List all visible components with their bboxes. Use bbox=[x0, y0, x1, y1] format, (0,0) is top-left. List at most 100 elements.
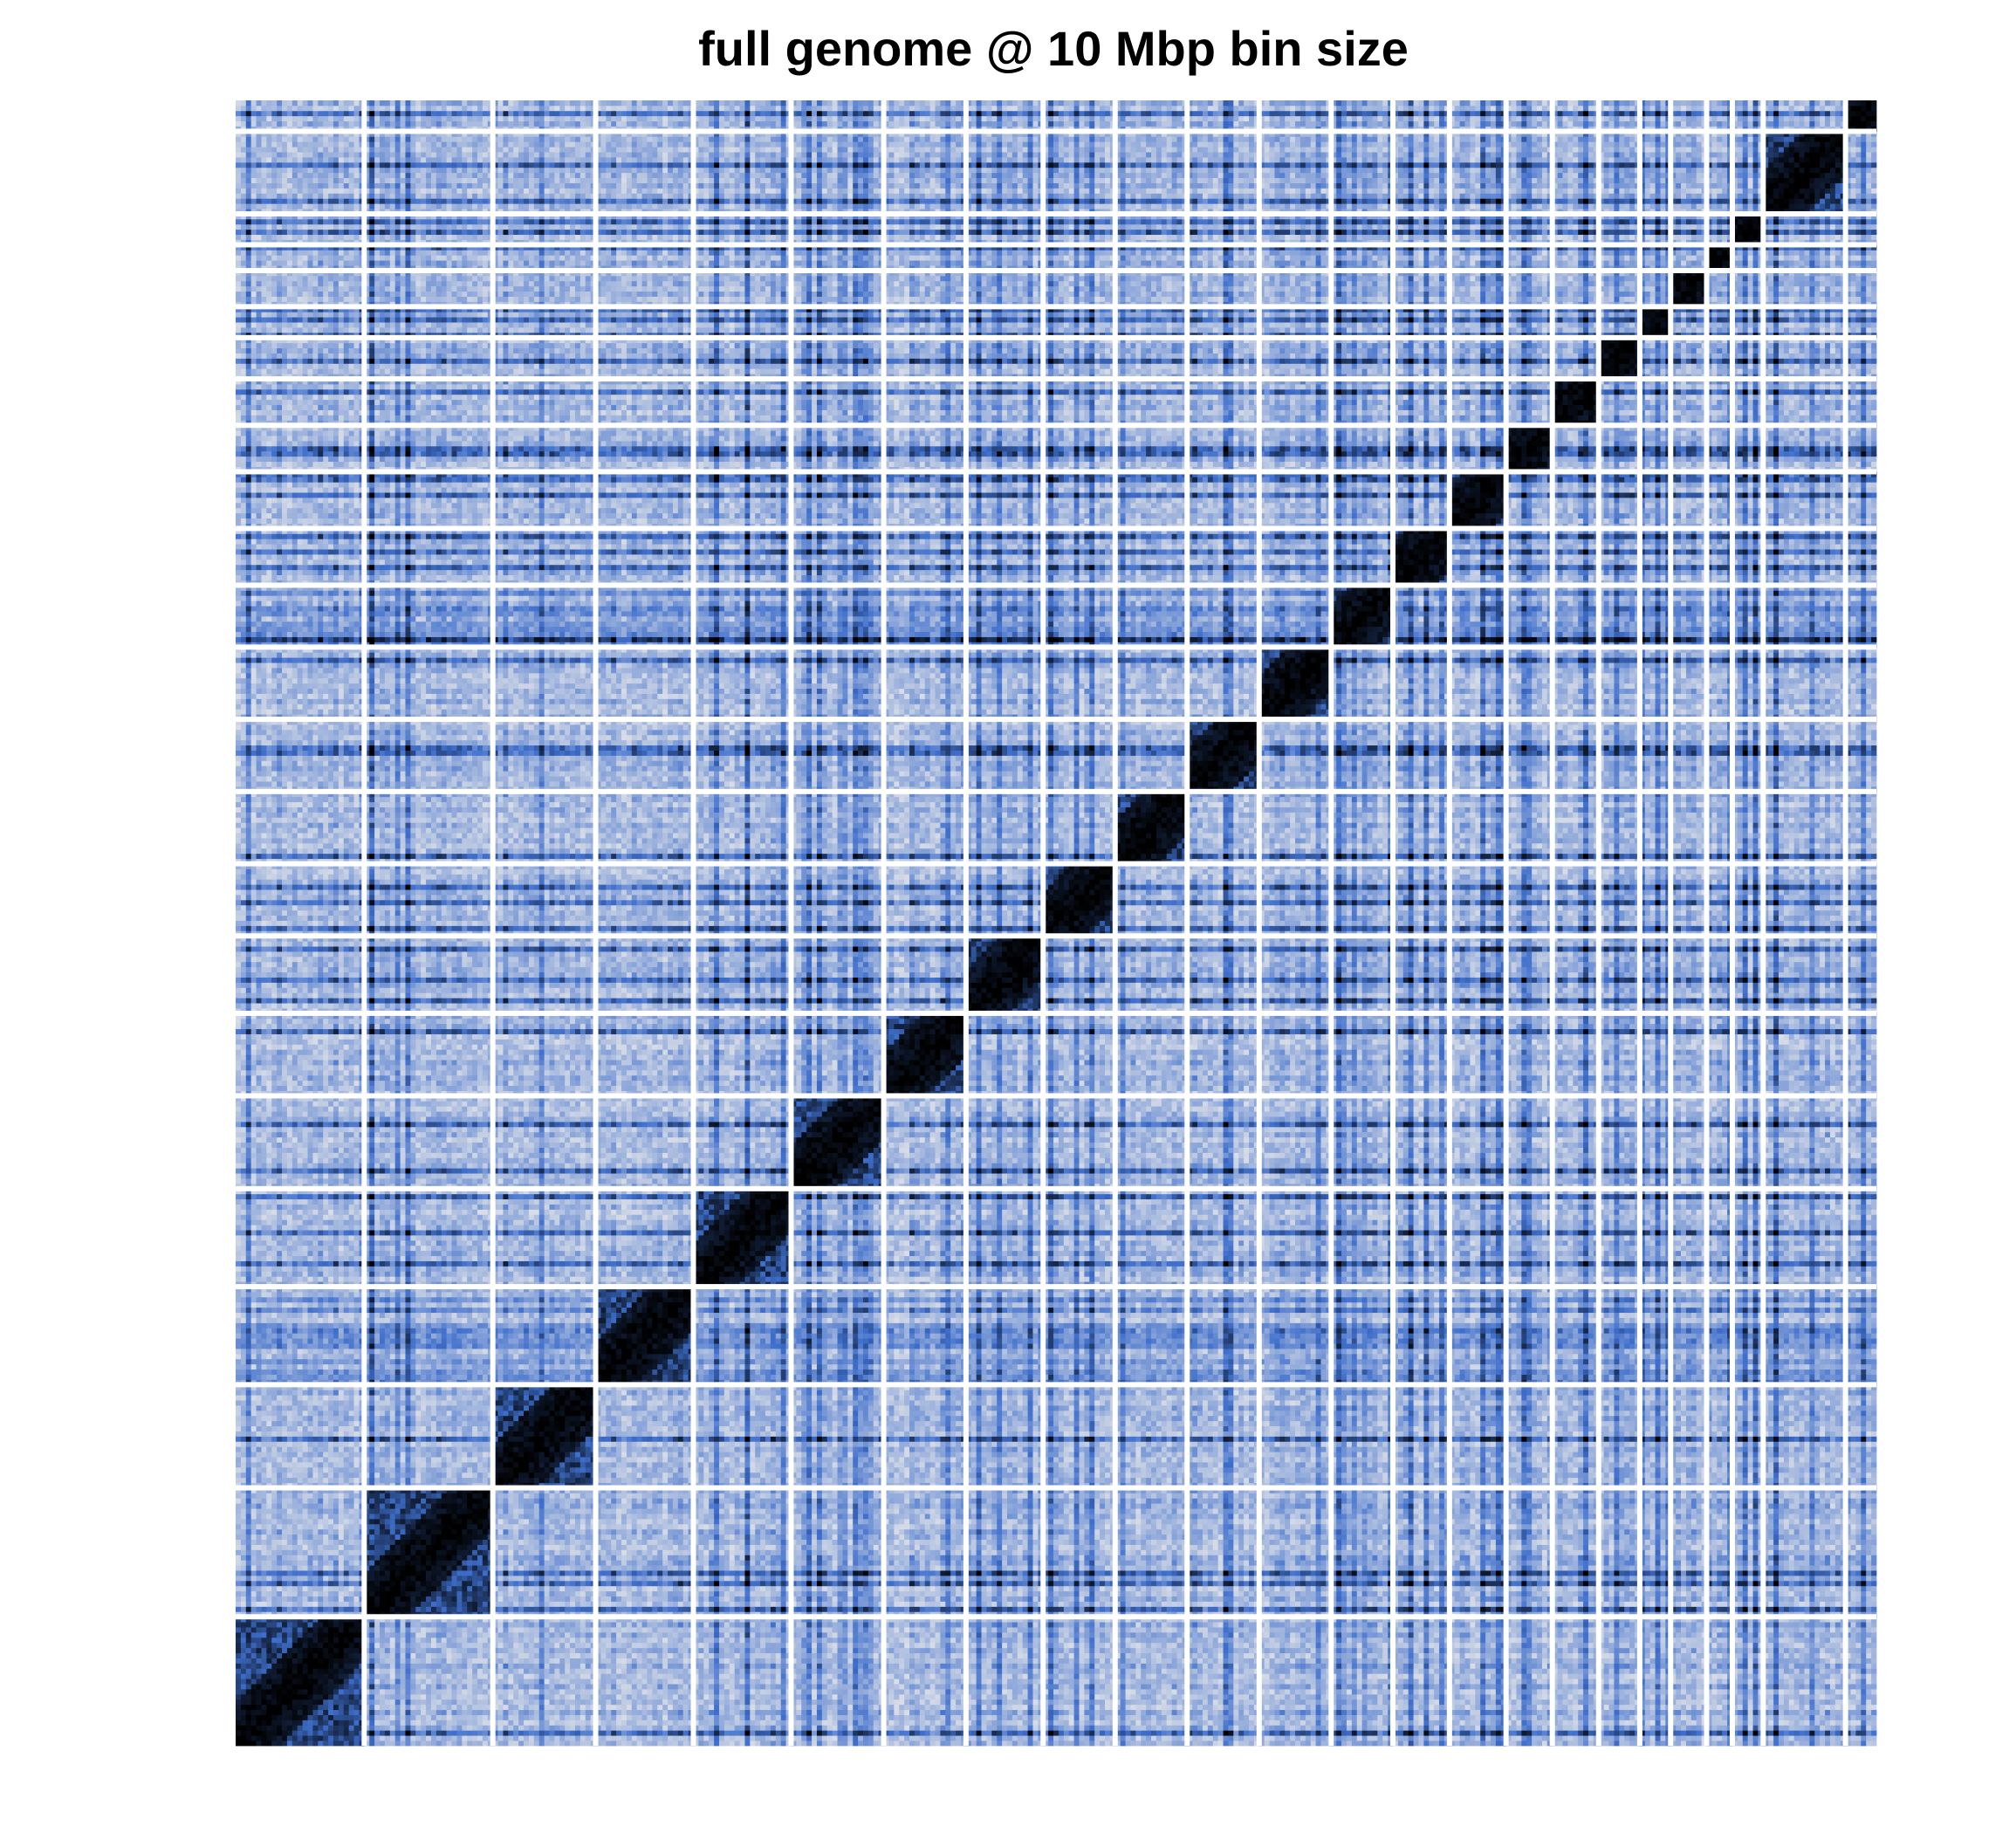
heatmap-cell bbox=[1676, 1735, 1681, 1740]
heatmap-cell bbox=[863, 1730, 868, 1735]
heatmap-cell bbox=[1660, 1730, 1665, 1735]
heatmap-cell bbox=[323, 1720, 328, 1725]
heatmap-cell bbox=[405, 1740, 410, 1746]
heatmap-cell bbox=[1660, 1720, 1665, 1725]
heatmap-cell bbox=[1470, 1735, 1475, 1740]
heatmap-cell bbox=[719, 1725, 724, 1730]
heatmap-cell bbox=[1578, 1740, 1583, 1746]
heatmap-cell bbox=[442, 1730, 447, 1735]
heatmap-cell bbox=[241, 1715, 246, 1720]
heatmap-cell bbox=[1485, 1740, 1491, 1746]
heatmap-cell bbox=[796, 1730, 801, 1735]
heatmap-cell bbox=[642, 1730, 648, 1735]
heatmap-cell bbox=[1167, 1720, 1172, 1725]
heatmap-cell bbox=[1290, 1725, 1295, 1730]
heatmap-cell bbox=[909, 1730, 915, 1735]
heatmap-cell bbox=[529, 1725, 534, 1730]
heatmap-cell bbox=[1820, 1730, 1825, 1735]
heatmap-cell bbox=[421, 1715, 426, 1720]
heatmap-cell bbox=[616, 1725, 621, 1730]
heatmap-cell bbox=[271, 1725, 277, 1730]
heatmap-cell bbox=[257, 1715, 262, 1720]
heatmap-cell bbox=[298, 1735, 303, 1740]
heatmap-cell bbox=[308, 1725, 313, 1730]
heatmap-cell bbox=[1094, 1735, 1100, 1740]
heatmap-cell bbox=[1218, 1730, 1224, 1735]
heatmap-cell bbox=[508, 1725, 513, 1730]
heatmap-cell bbox=[847, 1740, 853, 1746]
heatmap-cell bbox=[714, 1725, 719, 1730]
heatmap-cell bbox=[1434, 1735, 1439, 1740]
heatmap-cell bbox=[1203, 1730, 1208, 1735]
heatmap-cell bbox=[374, 1735, 380, 1740]
heatmap-cell bbox=[1321, 1730, 1327, 1735]
heatmap-cell bbox=[1855, 1740, 1861, 1746]
heatmap-cell bbox=[1439, 1735, 1444, 1740]
heatmap-cell bbox=[874, 1740, 879, 1746]
heatmap-cell bbox=[277, 1715, 282, 1720]
heatmap-cell bbox=[292, 1715, 298, 1720]
heatmap-cell bbox=[1352, 1725, 1357, 1730]
heatmap-cell bbox=[1738, 1730, 1743, 1735]
heatmap-cell bbox=[534, 1725, 539, 1730]
heatmap-cell bbox=[1265, 1735, 1270, 1740]
heatmap-cell bbox=[838, 1720, 843, 1725]
heatmap-cell bbox=[1414, 1735, 1419, 1740]
heatmap-cell bbox=[1583, 1740, 1588, 1746]
heatmap-cell bbox=[920, 1735, 925, 1740]
heatmap-cell bbox=[776, 1725, 781, 1730]
heatmap-cell bbox=[1619, 1730, 1624, 1735]
heatmap-cell bbox=[1032, 1735, 1038, 1740]
heatmap-cell bbox=[847, 1730, 853, 1735]
heatmap-cell bbox=[1172, 1735, 1177, 1740]
heatmap-cell bbox=[1470, 1720, 1475, 1725]
heatmap-cell bbox=[904, 1725, 909, 1730]
heatmap-cell bbox=[1208, 1720, 1213, 1725]
heatmap-cell bbox=[354, 1735, 360, 1740]
heatmap-cell bbox=[1084, 1735, 1089, 1740]
heatmap-cell bbox=[909, 1720, 915, 1725]
heatmap-cell bbox=[904, 1735, 909, 1740]
heatmap-cell bbox=[647, 1730, 652, 1735]
heatmap-cell bbox=[456, 1740, 462, 1746]
heatmap-cell bbox=[652, 1730, 657, 1735]
heatmap-cell bbox=[740, 1720, 745, 1725]
heatmap-cell bbox=[1208, 1735, 1213, 1740]
heatmap-cell bbox=[719, 1740, 724, 1746]
heatmap-cell bbox=[410, 1740, 415, 1746]
heatmap-cell bbox=[1418, 1720, 1423, 1725]
heatmap-cell bbox=[570, 1720, 575, 1725]
heatmap-cell bbox=[801, 1740, 806, 1746]
heatmap-cell bbox=[1146, 1740, 1151, 1746]
heatmap-cell bbox=[442, 1735, 447, 1740]
heatmap-cell bbox=[1418, 1735, 1423, 1740]
heatmap-cell bbox=[982, 1740, 987, 1746]
heatmap-cell bbox=[518, 1735, 524, 1740]
heatmap-cell bbox=[1121, 1730, 1126, 1735]
heatmap-cell bbox=[894, 1725, 899, 1730]
heatmap-cell bbox=[1028, 1730, 1033, 1735]
heatmap-cell bbox=[298, 1725, 303, 1730]
heatmap-cell bbox=[1563, 1740, 1568, 1746]
heatmap-cell bbox=[385, 1735, 390, 1740]
heatmap-cell bbox=[1208, 1730, 1213, 1735]
heatmap-cell bbox=[904, 1720, 909, 1725]
heatmap-cell bbox=[703, 1735, 709, 1740]
heatmap-cell bbox=[616, 1730, 621, 1735]
heatmap-cell bbox=[415, 1735, 421, 1740]
heatmap-cell bbox=[1835, 1720, 1841, 1725]
heatmap-cell bbox=[1285, 1720, 1290, 1725]
heatmap-cell bbox=[442, 1720, 447, 1725]
heatmap-cell bbox=[303, 1730, 308, 1735]
heatmap-cell bbox=[925, 1740, 930, 1746]
heatmap-cell bbox=[1105, 1725, 1110, 1730]
heatmap-cell bbox=[1748, 1735, 1753, 1740]
heatmap-cell bbox=[401, 1730, 406, 1735]
heatmap-cell bbox=[1377, 1730, 1382, 1735]
heatmap-cell bbox=[950, 1735, 956, 1740]
heatmap-cell bbox=[1244, 1735, 1249, 1740]
heatmap-cell bbox=[447, 1730, 452, 1735]
heatmap-cell bbox=[1023, 1730, 1028, 1735]
heatmap-cell bbox=[735, 1725, 740, 1730]
heatmap-cell bbox=[730, 1735, 735, 1740]
